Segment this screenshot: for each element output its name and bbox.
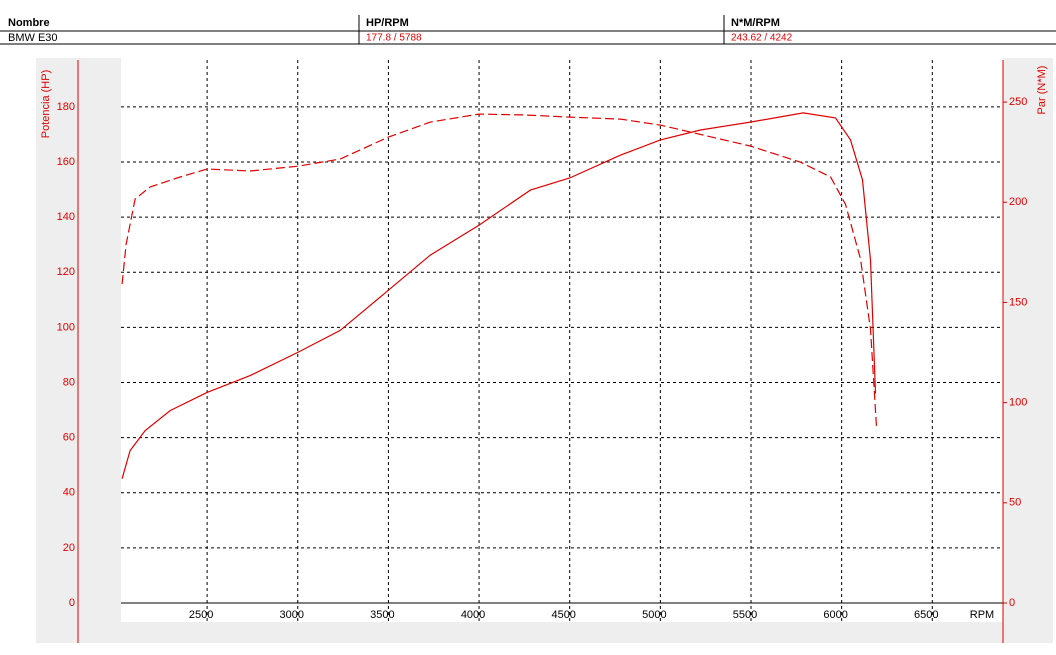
y2-tick-label: 50 bbox=[1009, 497, 1021, 509]
header-value: 177.8 / 5788 bbox=[366, 33, 422, 44]
y2-tick-label: 200 bbox=[1009, 196, 1027, 208]
y2-tick-label: 100 bbox=[1009, 397, 1027, 409]
y-tick-label: 140 bbox=[57, 211, 75, 223]
y-tick-label: 60 bbox=[63, 432, 75, 444]
x-axis-label: RPM bbox=[970, 609, 994, 621]
y-tick-label: 180 bbox=[57, 101, 75, 113]
header-label: Nombre bbox=[8, 17, 50, 29]
x-tick-label: 3000 bbox=[280, 609, 304, 621]
y-tick-label: 80 bbox=[63, 376, 75, 388]
x-tick-label: 4000 bbox=[461, 609, 485, 621]
x-tick-label: 6000 bbox=[823, 609, 847, 621]
y-tick-label: 20 bbox=[63, 542, 75, 554]
y2-tick-label: 250 bbox=[1009, 96, 1027, 108]
header-label: N*M/RPM bbox=[731, 17, 780, 29]
header-value: BMW E30 bbox=[8, 32, 58, 44]
header-value: 243.62 / 4242 bbox=[731, 33, 793, 44]
x-tick-label: 4500 bbox=[551, 609, 575, 621]
right-panel bbox=[1003, 58, 1053, 643]
series-line bbox=[121, 113, 878, 428]
x-tick-label: 5000 bbox=[642, 609, 666, 621]
y2-axis-label: Par (N*M) bbox=[1036, 66, 1048, 115]
x-tick-label: 2500 bbox=[189, 609, 213, 621]
y-tick-label: 100 bbox=[57, 321, 75, 333]
y-tick-label: 120 bbox=[57, 266, 75, 278]
y2-tick-label: 0 bbox=[1009, 597, 1015, 609]
y-axis-label: Potencia (HP) bbox=[40, 70, 52, 138]
header-label: HP/RPM bbox=[366, 17, 409, 29]
y-tick-label: 0 bbox=[69, 597, 75, 609]
series-line bbox=[121, 112, 877, 479]
y-tick-label: 40 bbox=[63, 487, 75, 499]
y2-tick-label: 150 bbox=[1009, 296, 1027, 308]
x-tick-label: 5500 bbox=[733, 609, 757, 621]
y-tick-label: 160 bbox=[57, 156, 75, 168]
x-tick-label: 6500 bbox=[914, 609, 938, 621]
x-tick-label: 3500 bbox=[370, 609, 394, 621]
bottom-panel bbox=[121, 622, 1003, 643]
